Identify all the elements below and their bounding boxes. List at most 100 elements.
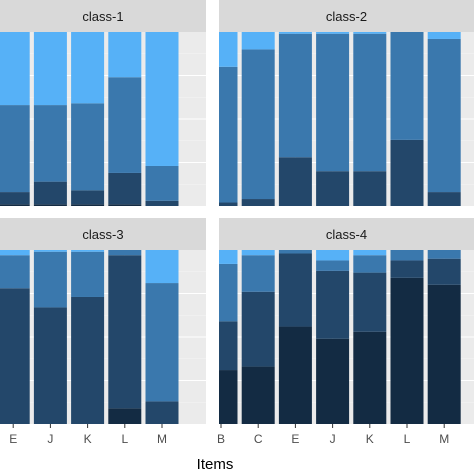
bar-segment [145,283,179,402]
bar-segment [145,165,179,201]
bar-segment [390,250,424,261]
bar-segment [278,33,312,158]
bar-segment [33,105,67,182]
x-tick-label: L [121,432,128,446]
bar-segment [241,255,275,292]
x-axis-title: Items [197,456,234,473]
x-tick-label: B [217,432,225,446]
bar-segment [71,32,105,104]
bar-segment [0,288,30,424]
bar-segment [145,250,179,284]
bar-segment [145,401,179,424]
bar-segment [353,171,387,206]
bar-segment [390,139,424,206]
bar-segment [390,277,424,424]
bar-segment [241,49,275,200]
panel-plot-area [0,250,206,424]
x-tick-label: E [291,432,299,446]
bar-segment [108,255,142,409]
x-tick-label: K [84,432,92,446]
bar-segment [145,200,179,206]
bar-segment [219,321,238,371]
bar-segment [241,199,275,206]
facet-panel: class-2 [219,0,474,206]
bar-segment [241,291,275,367]
bar-segment [0,250,30,256]
bar-segment [108,408,142,424]
x-tick-label: L [404,432,411,446]
bar-segment [316,260,350,271]
facet-strip-label: class-3 [82,227,123,242]
bar-segment [0,32,30,106]
bar-segment [33,250,67,252]
facet-strip [219,0,474,32]
x-tick-label: K [366,432,374,446]
bar-segment [427,284,461,424]
bar-segment [353,250,387,256]
facet-strip-label: class-1 [82,9,123,24]
bar-segment [0,255,30,289]
bar-segment [219,202,238,206]
bar-segment [219,263,238,322]
bar-segment [241,366,275,424]
bar-segment [108,204,142,206]
bar-segment [353,255,387,273]
bar-segment [0,204,30,206]
bar-segment [33,251,67,308]
bar-segment [71,296,105,424]
bar-segment [71,251,105,297]
bar-segment [219,32,238,67]
bar-segment [316,270,350,339]
bar-segment [33,307,67,424]
bar-segment [108,250,142,256]
facet-panel: class-4 B C E J K L M [217,218,474,446]
bar-segment [71,204,105,206]
panel-plot-area [219,250,474,424]
bar-segment [33,204,67,206]
bar-segment [427,250,461,259]
bar-segment [316,250,350,261]
bar-segment [390,260,424,278]
facet-strip [219,218,474,250]
bar-segment [316,171,350,206]
facet-strip-label: class-4 [326,227,367,242]
bar-segment [219,370,238,424]
bar-segment [71,190,105,205]
bar-segment [0,105,30,193]
bar-segment [278,250,312,254]
x-tick-label: J [330,432,336,446]
bar-segment [278,157,312,206]
bar-segment [278,32,312,34]
bar-segment [390,32,424,140]
bar-segment [219,66,238,203]
bar-segment [427,32,461,39]
facet-strip-label: class-2 [326,9,367,24]
bar-segment [427,38,461,193]
x-tick-label: M [439,432,449,446]
bar-segment [108,172,142,205]
bar-segment [316,33,350,172]
bar-segment [241,32,275,50]
panel-plot-area [0,32,206,206]
bar-segment [353,32,387,34]
bar-segment [278,253,312,327]
x-tick-label: C [254,432,263,446]
bar-segment [278,326,312,424]
facet-strip [0,0,206,32]
bar-segment [316,32,350,34]
bar-segment [33,181,67,205]
bar-segment [353,33,387,172]
bar-segment [427,192,461,206]
x-tick-label: E [9,432,17,446]
bar-segment [316,338,350,424]
facet-panel: class-3CEJKLM [0,218,206,446]
bar-segment [0,192,30,205]
x-tick-label: M [157,432,167,446]
bar-segment [71,103,105,191]
facet-panel: class-1 [0,0,206,206]
facet-strip [0,218,206,250]
bar-segment [353,272,387,332]
bar-segment [353,331,387,424]
